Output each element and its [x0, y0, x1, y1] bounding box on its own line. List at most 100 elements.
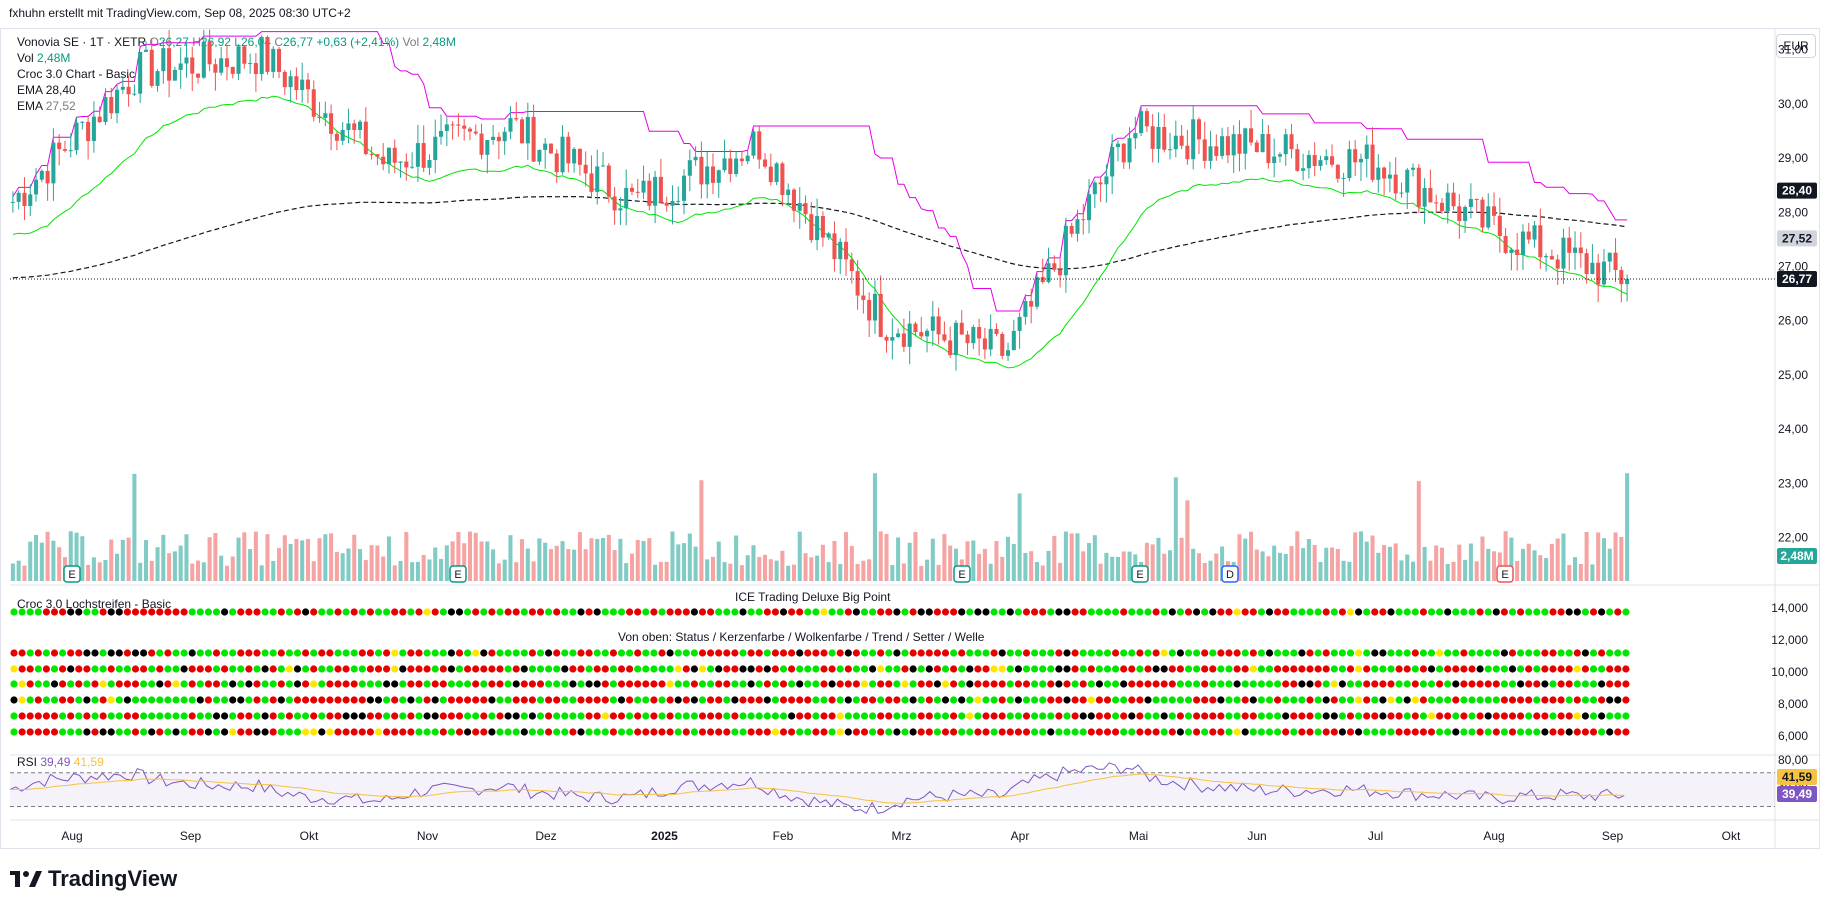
status-dot [950, 712, 958, 720]
status-dot [91, 649, 99, 657]
status-dot [188, 680, 196, 688]
status-dot [528, 712, 537, 720]
currency-button[interactable]: EUR [1776, 34, 1816, 58]
status-dot [83, 665, 91, 673]
status-dot [617, 608, 626, 616]
status-dot [682, 712, 690, 720]
time-tick-label: Nov [417, 829, 438, 843]
status-dot [828, 649, 836, 657]
status-dot [1581, 712, 1589, 720]
status-dot [480, 680, 488, 688]
candle [763, 159, 768, 167]
candle [132, 93, 137, 95]
volume-bar [1127, 551, 1132, 581]
status-dot [115, 728, 123, 736]
status-dot [302, 696, 310, 704]
status-dot [877, 728, 885, 736]
status-dot [585, 728, 593, 736]
status-dot [577, 649, 585, 657]
chart-frame [0, 28, 1820, 849]
status-dot [415, 680, 423, 688]
candle [693, 156, 698, 161]
status-dot [423, 608, 431, 616]
candle [138, 51, 143, 94]
status-dot [788, 696, 796, 704]
candle [1434, 202, 1439, 204]
status-dot [180, 696, 188, 704]
volume-bar [259, 565, 264, 581]
status-dot [634, 649, 642, 657]
status-dot [1168, 712, 1176, 720]
status-dot [1136, 712, 1144, 720]
status-dot [148, 608, 156, 616]
tradingview-logo[interactable]: TradingView [10, 866, 177, 892]
status-dot [1095, 728, 1103, 736]
status-dot [682, 696, 690, 704]
candle [1191, 119, 1196, 160]
status-dot [26, 649, 34, 657]
status-dot [1257, 608, 1265, 616]
status-dot [723, 649, 731, 657]
status-dot [1355, 649, 1363, 657]
status-dot [1508, 728, 1517, 736]
volume-bar [1353, 532, 1358, 581]
status-dot [423, 728, 431, 736]
status-dot [1112, 608, 1120, 616]
status-dot [407, 680, 415, 688]
status-dot [626, 712, 634, 720]
status-dot [974, 712, 982, 720]
status-dot [455, 728, 464, 736]
status-dot [91, 696, 99, 704]
rsi-value: 39,49 [40, 755, 71, 769]
status-dot [415, 696, 423, 704]
volume-bar [340, 553, 345, 581]
status-dot [974, 649, 982, 657]
volume-bar [508, 535, 513, 581]
status-dot [1168, 696, 1176, 704]
status-dot [950, 680, 958, 688]
status-dot [690, 665, 699, 673]
volume-bar [1034, 562, 1039, 581]
status-dot [504, 712, 512, 720]
status-dot [1355, 608, 1363, 616]
status-dot [553, 728, 561, 736]
status-dot [1120, 649, 1128, 657]
volume-bar [115, 553, 120, 581]
status-dot [771, 680, 780, 688]
status-dot [569, 649, 577, 657]
status-dot [107, 608, 115, 616]
status-dot [310, 696, 318, 704]
status-dot [1306, 665, 1314, 673]
status-dot [383, 696, 391, 704]
status-dot [860, 680, 869, 688]
status-dot [1022, 608, 1031, 616]
status-dot [423, 665, 431, 673]
candle [566, 136, 571, 164]
status-dot [1517, 712, 1525, 720]
status-dot [1427, 728, 1436, 736]
volume-bar [375, 545, 380, 581]
status-dot [925, 728, 933, 736]
candle [109, 97, 114, 114]
legend-ema2-row[interactable]: EMA 27,52 [17, 98, 456, 114]
status-dot [528, 649, 537, 657]
status-dot [1314, 649, 1322, 657]
candle [1168, 149, 1173, 151]
candle [496, 136, 501, 142]
symbol-name[interactable]: Vonovia SE · 1T · XETR [17, 35, 147, 49]
status-dot [407, 728, 415, 736]
legend-croc-row[interactable]: Croc 3.0 Chart - Basic [17, 66, 456, 82]
candle [242, 46, 247, 64]
legend-ema1-row[interactable]: EMA 28,40 [17, 82, 456, 98]
status-dot [91, 608, 99, 616]
status-dot [26, 680, 34, 688]
legend-symbol-row[interactable]: Vonovia SE · 1T · XETR O26,27 H26,92 L26… [17, 34, 456, 50]
volume-bar [172, 551, 177, 581]
status-dot [188, 649, 196, 657]
status-dot [1355, 680, 1363, 688]
status-dot [966, 680, 974, 688]
status-dot [626, 728, 634, 736]
legend-vol-row[interactable]: Vol 2,48M [17, 50, 456, 66]
status-dot [1176, 712, 1184, 720]
